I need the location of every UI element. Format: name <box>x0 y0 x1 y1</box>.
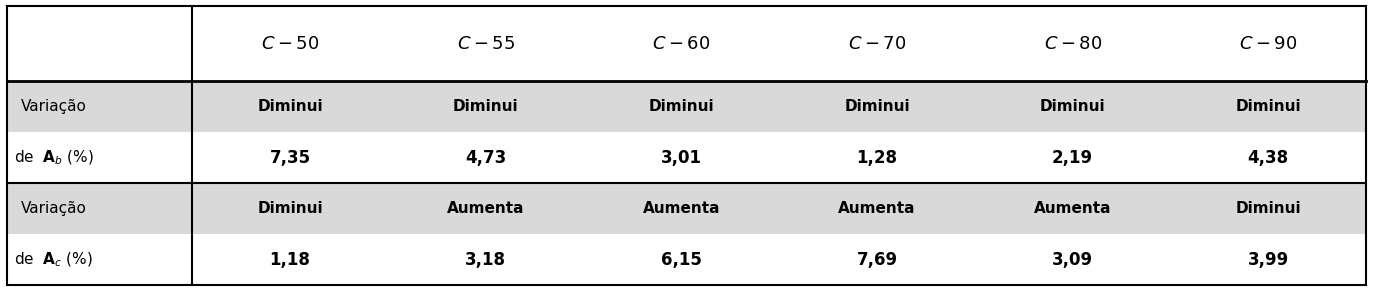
Text: 4,38: 4,38 <box>1248 149 1289 167</box>
Text: 3,18: 3,18 <box>465 251 507 269</box>
Text: de  $\mathbf{A}_c$ (%): de $\mathbf{A}_c$ (%) <box>14 251 92 269</box>
Bar <box>7 132 1366 183</box>
Bar <box>7 234 1366 285</box>
Text: 2,19: 2,19 <box>1052 149 1093 167</box>
Text: Aumenta: Aumenta <box>448 201 524 216</box>
Text: $C-80$: $C-80$ <box>1043 35 1101 53</box>
Text: $C-55$: $C-55$ <box>457 35 515 53</box>
Text: de  $\mathbf{A}_b$ (%): de $\mathbf{A}_b$ (%) <box>14 149 93 167</box>
Text: Diminui: Diminui <box>648 100 714 114</box>
Text: $C-60$: $C-60$ <box>652 35 710 53</box>
Text: $C-70$: $C-70$ <box>849 35 906 53</box>
Text: Variação: Variação <box>21 100 86 114</box>
Text: 1,18: 1,18 <box>269 251 310 269</box>
Text: 4,73: 4,73 <box>465 149 507 167</box>
Text: Diminui: Diminui <box>1039 100 1105 114</box>
Text: 3,01: 3,01 <box>660 149 702 167</box>
Text: $C-50$: $C-50$ <box>261 35 319 53</box>
Text: 3,09: 3,09 <box>1052 251 1093 269</box>
Bar <box>7 6 1366 81</box>
Text: Variação: Variação <box>21 201 86 216</box>
Text: Diminui: Diminui <box>257 100 323 114</box>
Text: $C-90$: $C-90$ <box>1240 35 1297 53</box>
Text: 3,99: 3,99 <box>1248 251 1289 269</box>
Text: 7,69: 7,69 <box>857 251 898 269</box>
Text: Diminui: Diminui <box>1236 100 1302 114</box>
Text: 6,15: 6,15 <box>660 251 702 269</box>
Text: Diminui: Diminui <box>257 201 323 216</box>
Bar <box>7 81 1366 132</box>
Text: Aumenta: Aumenta <box>643 201 719 216</box>
Text: Aumenta: Aumenta <box>839 201 916 216</box>
Text: Diminui: Diminui <box>844 100 910 114</box>
Text: Aumenta: Aumenta <box>1034 201 1111 216</box>
Text: 1,28: 1,28 <box>857 149 898 167</box>
Text: 7,35: 7,35 <box>269 149 310 167</box>
Text: Diminui: Diminui <box>1236 201 1302 216</box>
Bar <box>7 183 1366 234</box>
Text: Diminui: Diminui <box>453 100 519 114</box>
